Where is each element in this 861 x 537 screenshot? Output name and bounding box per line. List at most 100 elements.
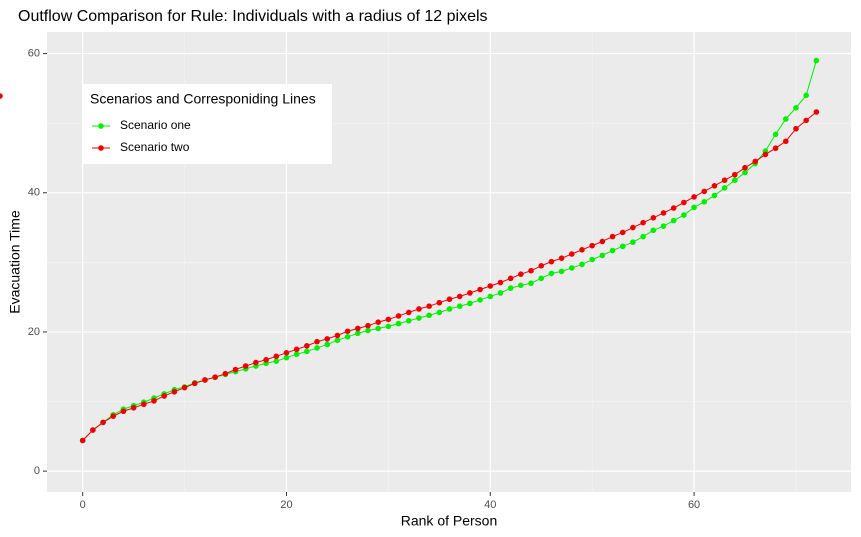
data-point (283, 350, 290, 356)
x-tick-label: 0 (80, 499, 86, 511)
data-point (793, 105, 799, 111)
data-point (405, 309, 412, 316)
data-point (416, 315, 422, 321)
data-point (691, 194, 697, 200)
data-point (273, 358, 280, 364)
data-point (304, 348, 310, 355)
data-point (782, 116, 789, 122)
data-point (273, 353, 280, 360)
x-axis-label: Rank of Person (401, 513, 498, 529)
data-point (191, 380, 198, 387)
data-point (202, 377, 208, 383)
data-point (793, 125, 799, 132)
data-point (772, 131, 779, 138)
data-point (161, 393, 167, 399)
x-tick-label: 20 (280, 499, 292, 511)
data-point (293, 346, 300, 353)
data-point (436, 299, 443, 306)
data-point (701, 188, 708, 195)
data-point (354, 330, 361, 337)
data-point (630, 239, 636, 245)
data-point (446, 306, 453, 312)
data-point (650, 215, 657, 221)
data-point (813, 109, 820, 115)
y-tick-label: 0 (34, 465, 40, 477)
data-point (314, 345, 320, 351)
data-point (681, 212, 687, 218)
data-point (599, 252, 606, 259)
chart-title: Outflow Comparison for Rule: Individuals… (18, 8, 488, 25)
data-point (375, 319, 381, 325)
data-point (375, 325, 381, 332)
data-point (151, 398, 157, 404)
data-point (416, 306, 422, 312)
data-point (619, 229, 626, 236)
data-point (721, 177, 728, 184)
data-point (660, 223, 667, 229)
data-point (477, 286, 483, 293)
data-point (568, 265, 575, 271)
data-point (579, 247, 585, 253)
data-point (344, 328, 351, 335)
data-point (456, 303, 463, 309)
legend: Scenarios and Corresponiding Lines Scena… (82, 84, 332, 164)
data-point (691, 204, 697, 211)
data-point (589, 256, 595, 263)
data-point (385, 316, 392, 323)
data-point (762, 151, 769, 158)
data-point (344, 334, 351, 340)
data-point (90, 427, 96, 433)
data-point (283, 354, 290, 361)
data-point (681, 199, 687, 206)
data-point (548, 258, 555, 265)
data-point (711, 192, 718, 199)
data-point (782, 138, 789, 145)
data-point (609, 233, 616, 240)
data-point (120, 408, 127, 415)
data-point (365, 327, 371, 334)
data-point (354, 325, 361, 332)
data-point (467, 290, 473, 296)
data-point (385, 323, 392, 330)
data-point (232, 366, 239, 373)
data-point (100, 419, 106, 426)
data-point (752, 158, 759, 165)
data-point (446, 296, 453, 303)
data-point (314, 338, 320, 345)
data-point (334, 337, 341, 344)
y-tick-label: 60 (28, 47, 40, 59)
x-tick-label: 60 (688, 499, 700, 511)
data-point (701, 199, 708, 205)
data-point (0, 93, 3, 99)
data-point (640, 233, 646, 240)
data-point (670, 205, 677, 211)
data-point (803, 117, 809, 124)
data-point (456, 293, 463, 300)
data-point (263, 356, 269, 363)
data-point (405, 318, 412, 324)
legend-point (98, 145, 104, 151)
legend-point (98, 123, 104, 129)
data-point (518, 271, 524, 277)
data-point (803, 92, 809, 99)
data-point (579, 261, 585, 268)
data-point (304, 343, 310, 349)
marks (0, 57, 820, 444)
data-point (181, 384, 188, 391)
data-point (609, 247, 616, 254)
data-point (732, 171, 738, 178)
legend-label: Scenario one (120, 118, 191, 132)
data-point (742, 169, 748, 176)
data-point (732, 177, 738, 184)
data-point (742, 164, 748, 171)
y-tick-label: 20 (28, 326, 40, 338)
data-point (528, 267, 534, 274)
data-point (558, 255, 565, 261)
data-point (599, 238, 606, 245)
data-point (334, 332, 341, 339)
y-axis-label: Evacuation Time (7, 210, 23, 314)
legend-title: Scenarios and Corresponiding Lines (90, 91, 316, 107)
data-point (619, 243, 626, 250)
data-point (507, 285, 514, 291)
data-point (141, 401, 147, 408)
